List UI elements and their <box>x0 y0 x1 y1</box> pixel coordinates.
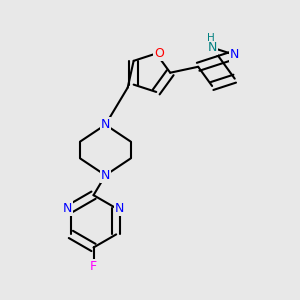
Text: O: O <box>154 47 164 60</box>
Text: N: N <box>101 118 110 131</box>
Text: N: N <box>230 48 239 62</box>
Text: N: N <box>63 202 72 215</box>
Text: N: N <box>101 169 110 182</box>
Text: H: H <box>207 33 214 43</box>
Text: F: F <box>90 260 97 273</box>
Text: N: N <box>115 202 124 215</box>
Text: N: N <box>207 41 217 54</box>
